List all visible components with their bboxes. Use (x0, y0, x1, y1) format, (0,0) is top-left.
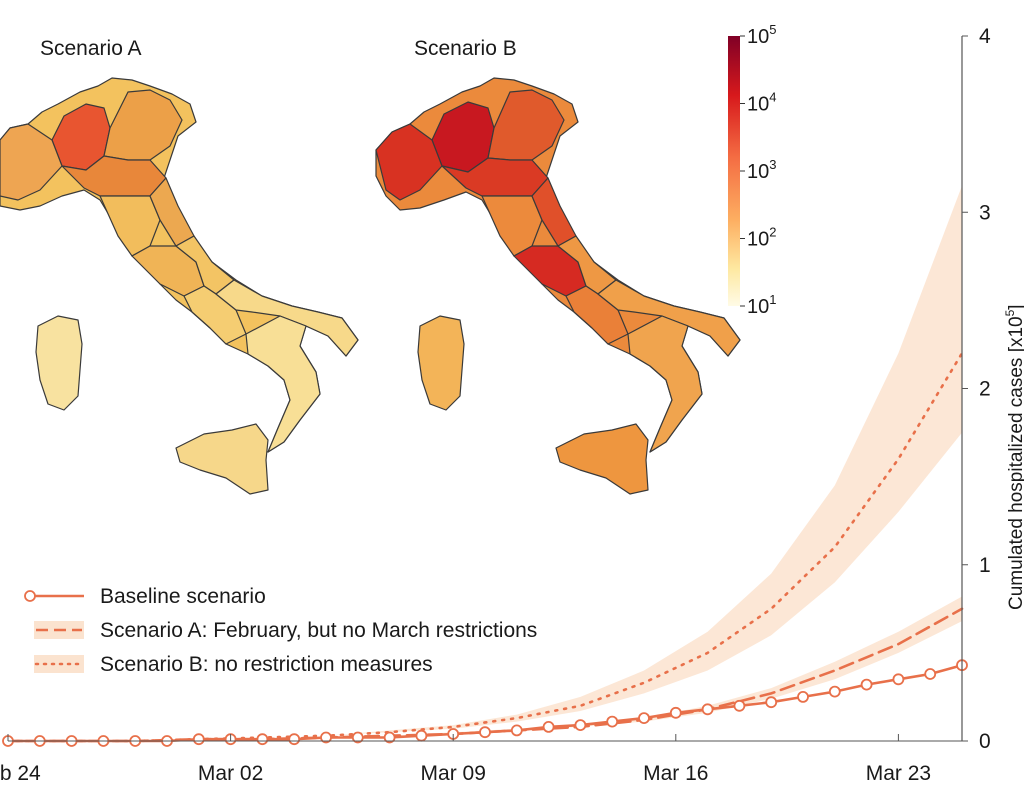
colorbar-tick-label: 103 (747, 157, 776, 183)
baseline-point (192, 733, 205, 746)
x-axis-ticks: Feb 24 Mar 02 Mar 09 Mar 16 Mar 23 (0, 734, 931, 785)
baseline-point (256, 733, 269, 746)
colorbar-tick-label: 101 (747, 292, 776, 318)
y-tick-label: 3 (979, 201, 991, 224)
scenario-b-map: Scenario B (375, 37, 741, 495)
sardinia-a (35, 315, 83, 411)
sicily-a (175, 423, 269, 495)
y-axis-title: Cumulated hospitalized cases [x105] (1003, 304, 1024, 610)
x-tick-label: Feb 24 (0, 762, 41, 785)
baseline-point (415, 729, 428, 742)
x-tick-label: Mar 02 (198, 762, 263, 785)
colorbar-tick-exp: 5 (769, 22, 776, 37)
baseline-point (733, 699, 746, 712)
colorbar: 105 104 103 102 101 (728, 22, 776, 318)
baseline-point (924, 668, 937, 680)
x-tick-label: Mar 16 (643, 762, 708, 785)
baseline-point (765, 696, 778, 709)
x-tick-label: Mar 09 (421, 762, 486, 785)
legend: Baseline scenario Scenario A: February, … (24, 585, 537, 676)
line-series-2 (6, 351, 964, 743)
baseline-point (574, 719, 587, 731)
baseline-point (606, 715, 619, 728)
colorbar-ticks: 105 104 103 102 101 (740, 22, 776, 318)
baseline-point (828, 685, 841, 698)
baseline-point (669, 706, 682, 719)
scenario-a-title: Scenario A (40, 37, 142, 60)
colorbar-tick-label: 104 (747, 90, 776, 116)
y-axis-ticks: 0 1 2 3 4 (962, 25, 991, 753)
colorbar-gradient (728, 36, 740, 306)
region-calabria-a (245, 315, 321, 453)
sardinia-b (417, 315, 465, 411)
legend-item-scenario-a: Scenario A: February, but no March restr… (34, 619, 537, 642)
y-tick-label: 2 (979, 378, 991, 401)
y-tick-label: 0 (979, 730, 991, 753)
baseline-point (701, 703, 714, 716)
baseline-point (510, 724, 523, 737)
colorbar-tick-exp: 4 (769, 90, 776, 105)
baseline-point (320, 731, 332, 744)
legend-scenario-a-label: Scenario A: February, but no March restr… (100, 619, 537, 642)
baseline-point (479, 726, 491, 739)
baseline-point (288, 733, 301, 746)
y-axis-title-text: Cumulated hospitalized cases [x10 (1006, 316, 1024, 610)
legend-item-scenario-b: Scenario B: no restriction measures (34, 653, 433, 676)
colorbar-tick-label: 102 (747, 225, 776, 251)
y-axis-title-close: ] (1006, 304, 1024, 309)
line-chart: Feb 24 Mar 02 Mar 09 Mar 16 Mar 23 0 1 2 3 4 Cum… (0, 25, 1024, 785)
region-tuscany-b (481, 195, 543, 257)
region-calabria-b (627, 315, 703, 453)
colorbar-tick-exp: 2 (769, 225, 776, 240)
sicily-b (555, 423, 649, 495)
scenario-a-map: Scenario A (0, 37, 359, 495)
baseline-point (797, 691, 809, 703)
baseline-point (383, 731, 396, 744)
y-tick-label: 4 (979, 25, 991, 48)
y-tick-label: 1 (979, 554, 991, 577)
legend-item-baseline: Baseline scenario (24, 585, 266, 608)
baseline-point (860, 678, 873, 691)
legend-scenario-b-label: Scenario B: no restriction measures (100, 653, 433, 676)
legend-baseline-marker (24, 590, 36, 602)
colorbar-tick-exp: 3 (769, 157, 776, 172)
region-tuscany-a (99, 195, 161, 257)
region-apulia-b (597, 279, 741, 357)
colorbar-tick-exp: 1 (769, 292, 776, 307)
y-axis-title-exp: 5 (1003, 309, 1017, 316)
colorbar-tick-label: 105 (747, 22, 776, 48)
baseline-point (892, 673, 905, 686)
scenario-b-title: Scenario B (414, 37, 517, 60)
baseline-point (351, 731, 364, 744)
x-tick-label: Mar 23 (866, 762, 931, 785)
baseline-point (542, 721, 555, 733)
baseline-point (638, 712, 650, 724)
legend-baseline-label: Baseline scenario (100, 585, 266, 608)
region-apulia-a (215, 279, 359, 357)
